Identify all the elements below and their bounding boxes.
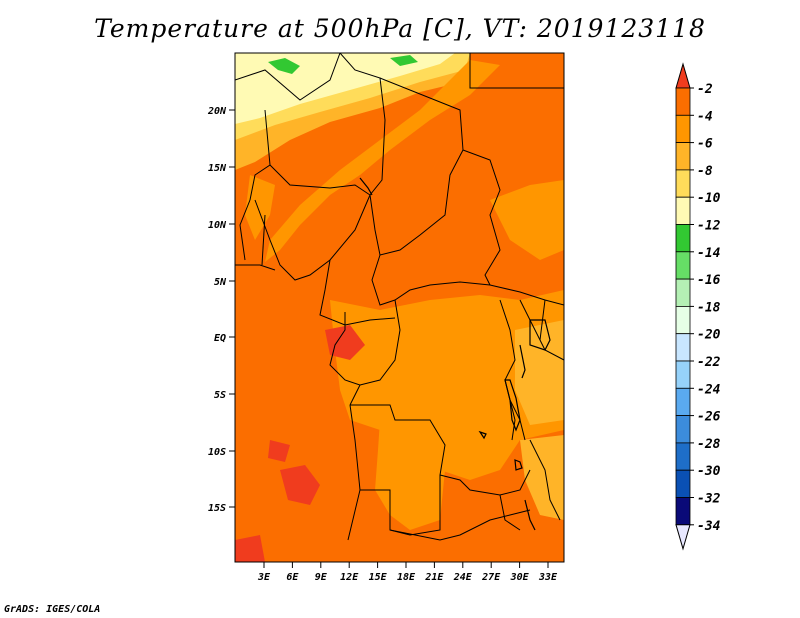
lon-label: 33E xyxy=(538,572,558,583)
lon-label: 12E xyxy=(340,572,359,583)
map-frame xyxy=(234,52,565,563)
country-borders xyxy=(235,53,564,541)
lat-label: 10S xyxy=(208,447,226,458)
colorbar-swatch xyxy=(675,196,691,225)
colorbar-swatch xyxy=(675,415,691,444)
lon-label: 27E xyxy=(481,572,501,583)
colorbar-label: -2 xyxy=(697,82,713,97)
lon-label: 18E xyxy=(397,572,416,583)
colorbar-label: -26 xyxy=(697,410,721,425)
colorbar-label: -24 xyxy=(697,382,721,397)
colorbar-label: -16 xyxy=(697,273,721,288)
lon-label: 9E xyxy=(315,572,328,583)
colorbar-bottom-arrow xyxy=(675,524,691,551)
colorbar-label: -14 xyxy=(697,246,721,261)
lat-label: 15S xyxy=(208,503,226,514)
lat-label: 20N xyxy=(207,106,227,117)
colorbar-swatch xyxy=(675,169,691,198)
colorbar-label: -4 xyxy=(697,109,713,124)
lakes xyxy=(359,177,551,531)
colorbar-swatch xyxy=(675,387,691,416)
colorbar-top-arrow xyxy=(675,62,691,89)
colorbar-label: -30 xyxy=(697,464,721,479)
lat-label: 5N xyxy=(214,277,227,288)
colorbar-label: -34 xyxy=(697,519,721,534)
lat-label: 5S xyxy=(214,390,226,401)
lon-label: 21E xyxy=(424,572,444,583)
latitude-axis: 20N 15N 10N 5N EQ 5S 10S 15S xyxy=(207,106,235,514)
colorbar-label: -18 xyxy=(697,300,721,315)
colorbar-swatch xyxy=(675,360,691,389)
colorbar-label: -22 xyxy=(697,355,721,370)
lon-label: 24E xyxy=(453,572,473,583)
grads-credit: GrADS: IGES/COLA xyxy=(4,604,101,615)
colorbar-label: -20 xyxy=(697,328,721,343)
colorbar-swatch xyxy=(675,278,691,307)
colorbar-label: -8 xyxy=(697,164,713,179)
temperature-field xyxy=(235,53,564,562)
colorbar-swatch xyxy=(675,305,691,335)
colorbar-swatch xyxy=(675,497,691,526)
longitude-axis: 3E 6E 9E 12E 15E 18E 21E 24E 27E 30E 33E xyxy=(257,562,558,583)
lon-label: 3E xyxy=(257,572,271,583)
colorbar-swatch xyxy=(675,87,691,116)
colorbar: -2 -4 -6 -8 -10 -12 -14 -16 -18 -20 -22 -24 -26 -28 -3… xyxy=(675,62,721,551)
lat-label: 15N xyxy=(208,163,227,174)
plot-title: Temperature at 500hPa [C], VT: 201912311… xyxy=(94,14,706,43)
colorbar-label: -10 xyxy=(697,191,721,206)
lat-label: 10N xyxy=(208,220,227,231)
colorbar-swatch xyxy=(675,251,691,280)
lon-label: 15E xyxy=(369,572,388,583)
lon-label: 30E xyxy=(510,572,530,583)
colorbar-label: -6 xyxy=(697,137,713,152)
colorbar-label: -28 xyxy=(697,437,721,452)
colorbar-label: -32 xyxy=(697,492,721,507)
colorbar-swatch xyxy=(675,442,691,471)
colorbar-swatch xyxy=(675,469,691,498)
lon-label: 6E xyxy=(286,572,299,583)
colorbar-swatch xyxy=(675,114,691,144)
colorbar-swatch xyxy=(675,142,691,171)
colorbar-swatch xyxy=(675,333,691,362)
lat-label: EQ xyxy=(214,333,226,344)
colorbar-swatch xyxy=(675,224,691,253)
colorbar-label: -12 xyxy=(697,219,721,234)
